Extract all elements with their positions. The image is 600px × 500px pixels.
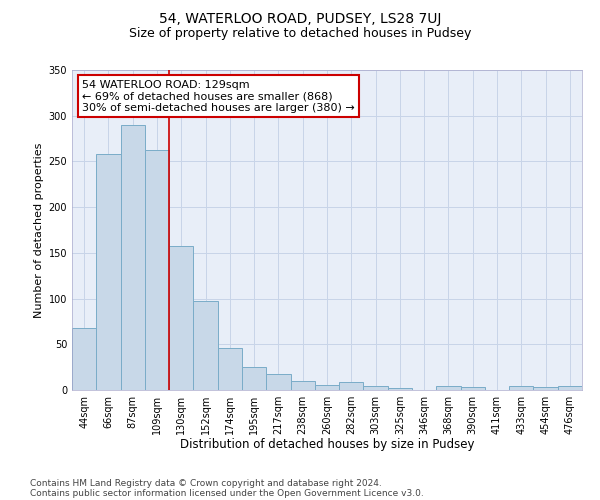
Text: Contains public sector information licensed under the Open Government Licence v3: Contains public sector information licen… [30, 488, 424, 498]
Bar [169, 246, 193, 390]
Text: Size of property relative to detached houses in Pudsey: Size of property relative to detached ho… [129, 28, 471, 40]
Bar [509, 386, 533, 390]
Bar [242, 367, 266, 390]
Bar [193, 302, 218, 390]
Bar [315, 386, 339, 390]
Bar [364, 386, 388, 390]
Text: 54, WATERLOO ROAD, PUDSEY, LS28 7UJ: 54, WATERLOO ROAD, PUDSEY, LS28 7UJ [159, 12, 441, 26]
Bar [96, 154, 121, 390]
Bar [558, 386, 582, 390]
Bar [436, 386, 461, 390]
Bar [533, 388, 558, 390]
Y-axis label: Number of detached properties: Number of detached properties [34, 142, 44, 318]
Text: 54 WATERLOO ROAD: 129sqm
← 69% of detached houses are smaller (868)
30% of semi-: 54 WATERLOO ROAD: 129sqm ← 69% of detach… [82, 80, 355, 113]
Bar [145, 150, 169, 390]
Bar [266, 374, 290, 390]
Bar [339, 382, 364, 390]
Text: Contains HM Land Registry data © Crown copyright and database right 2024.: Contains HM Land Registry data © Crown c… [30, 478, 382, 488]
Bar [461, 388, 485, 390]
Bar [290, 381, 315, 390]
Bar [121, 125, 145, 390]
Bar [218, 348, 242, 390]
X-axis label: Distribution of detached houses by size in Pudsey: Distribution of detached houses by size … [180, 438, 474, 452]
Bar [388, 388, 412, 390]
Bar [72, 328, 96, 390]
